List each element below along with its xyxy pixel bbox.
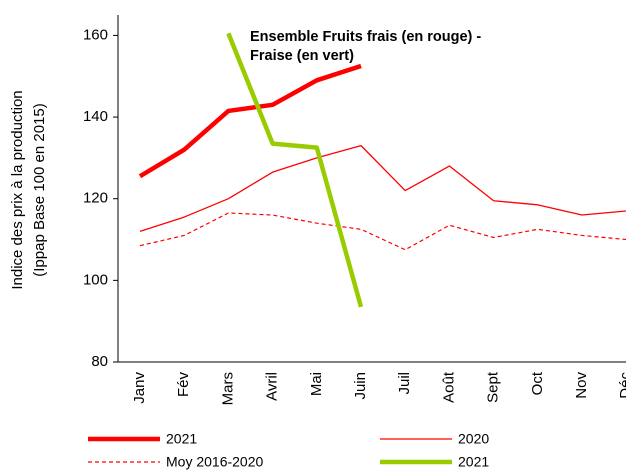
y-tick-label: 140 — [83, 108, 108, 125]
legend-label: 2021 — [458, 454, 489, 470]
y-tick-label: 80 — [91, 353, 108, 370]
x-tick-label: Août — [440, 371, 457, 403]
x-tick-label: Déc — [617, 372, 626, 399]
y-tick-label: 160 — [83, 26, 108, 43]
legend-label: Moy 2016-2020 — [166, 454, 264, 470]
chart-title: Fraise (en vert) — [250, 48, 354, 64]
series-line — [139, 212, 626, 251]
x-tick-label: Janv — [131, 372, 148, 404]
legend-label: 2020 — [458, 431, 489, 447]
y-axis-label: (Ippap Base 100 en 2015) — [31, 103, 48, 276]
x-tick-label: Fév — [175, 372, 192, 398]
chart-title: Ensemble Fruits frais (en rouge) - — [250, 29, 481, 45]
x-tick-label: Sept — [485, 371, 502, 403]
x-tick-label: Avril — [264, 372, 281, 401]
y-tick-label: 100 — [83, 271, 108, 288]
series-line — [139, 144, 626, 232]
x-tick-label: Mars — [219, 372, 236, 405]
x-tick-label: Oct — [529, 371, 546, 395]
series-line — [138, 63, 362, 179]
series-line — [226, 32, 364, 308]
y-axis-label: Indice des prix à la production — [9, 90, 26, 289]
x-tick-label: Mai — [308, 372, 325, 396]
x-tick-label: Juin — [352, 372, 369, 400]
x-tick-label: Juil — [396, 372, 413, 395]
legend-label: 2021 — [166, 431, 197, 447]
y-tick-label: 120 — [83, 190, 108, 207]
x-tick-label: Nov — [573, 372, 590, 399]
